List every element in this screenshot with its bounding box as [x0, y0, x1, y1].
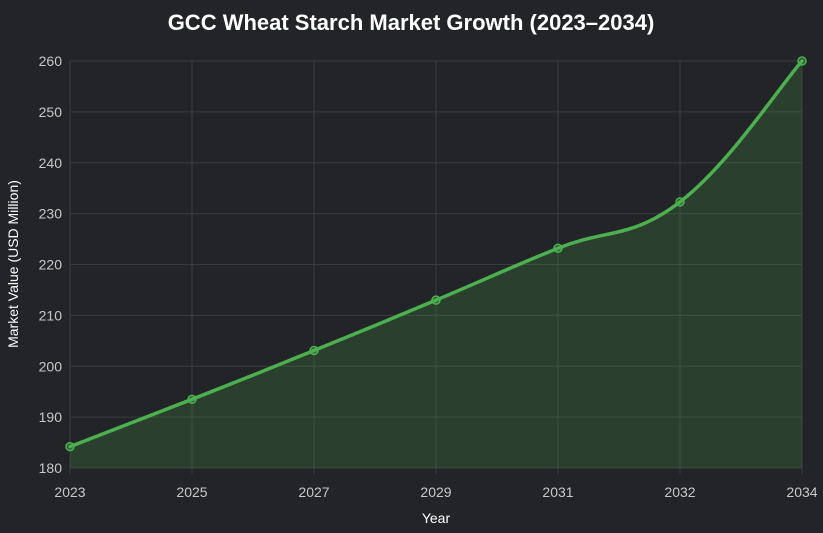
- x-tick-label: 2027: [298, 484, 329, 500]
- y-axis-ticks: 180 190 200 210 220 230 240 250 260: [39, 53, 63, 476]
- y-tick-label: 200: [39, 358, 63, 374]
- chart-title: GCC Wheat Starch Market Growth (2023–203…: [168, 10, 655, 35]
- data-point: [65, 441, 75, 452]
- data-point: [309, 345, 319, 356]
- y-tick-label: 180: [39, 460, 63, 476]
- y-tick-label: 220: [39, 257, 63, 273]
- data-point: [187, 394, 197, 405]
- series-line-layer: [68, 59, 804, 449]
- x-tick-label: 2025: [176, 484, 207, 500]
- x-tick-label: 2029: [420, 484, 451, 500]
- x-tick-label: 2032: [664, 484, 695, 500]
- x-tick-label: 2023: [54, 484, 85, 500]
- series-line: [68, 59, 804, 449]
- y-axis-title: Market Value (USD Million): [5, 180, 21, 348]
- y-tick-label: 190: [39, 409, 63, 425]
- data-point: [797, 56, 807, 66]
- x-axis-ticks: 2023 2025 2027 2029 2031 2032 2034: [54, 484, 817, 500]
- y-tick-label: 240: [39, 155, 63, 171]
- data-point: [431, 295, 441, 305]
- x-axis-title: Year: [422, 510, 451, 526]
- series-area-fill: [70, 61, 802, 468]
- data-points: [65, 56, 807, 452]
- x-tick-label: 2031: [542, 484, 573, 500]
- y-tick-label: 250: [39, 104, 63, 120]
- grid-lines: [69, 60, 803, 474]
- data-point: [553, 243, 563, 253]
- x-tick-label: 2034: [786, 484, 817, 500]
- y-tick-label: 260: [39, 53, 63, 69]
- y-tick-label: 210: [39, 307, 63, 323]
- area-fill-layer: [70, 61, 802, 468]
- data-point: [675, 197, 685, 207]
- y-tick-label: 230: [39, 206, 63, 222]
